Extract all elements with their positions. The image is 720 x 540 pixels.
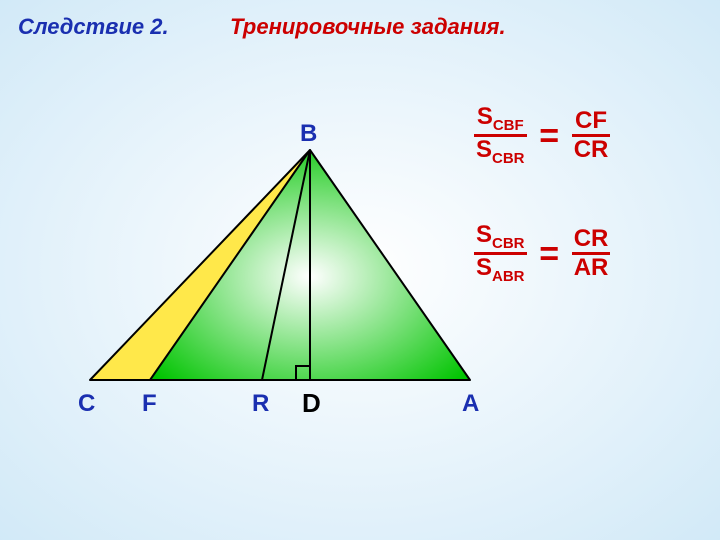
equals-sign: = <box>539 237 559 271</box>
label-f: F <box>142 390 157 418</box>
formula-2-left-fraction: SCBR SABR <box>474 222 527 286</box>
s-symbol: S <box>476 136 492 163</box>
formula-1: SCBF SCBR = CF CR <box>474 104 610 168</box>
s-sub: CBR <box>492 235 525 252</box>
label-c: C <box>78 390 95 418</box>
s-symbol: S <box>477 103 493 130</box>
label-a: A <box>462 390 479 418</box>
fraction-denominator: CR <box>572 134 611 163</box>
label-d: D <box>302 388 321 419</box>
s-symbol: S <box>476 254 492 281</box>
s-sub: ABR <box>492 268 525 285</box>
fraction-denominator: AR <box>572 252 611 281</box>
formula-2-right-fraction: CR AR <box>572 226 611 282</box>
formula-1-right-fraction: CF CR <box>572 108 611 164</box>
s-sub: CBR <box>492 150 525 167</box>
formula-2: SCBR SABR = CR AR <box>474 222 610 286</box>
formula-1-left-fraction: SCBF SCBR <box>474 104 527 168</box>
s-symbol: S <box>476 221 492 248</box>
label-b: B <box>300 120 317 148</box>
label-r: R <box>252 390 269 418</box>
equals-sign: = <box>539 119 559 153</box>
fraction-numerator: CR <box>572 226 611 252</box>
fraction-numerator: CF <box>572 108 611 134</box>
triangle-figure <box>0 0 720 540</box>
s-sub: CBF <box>493 117 524 134</box>
